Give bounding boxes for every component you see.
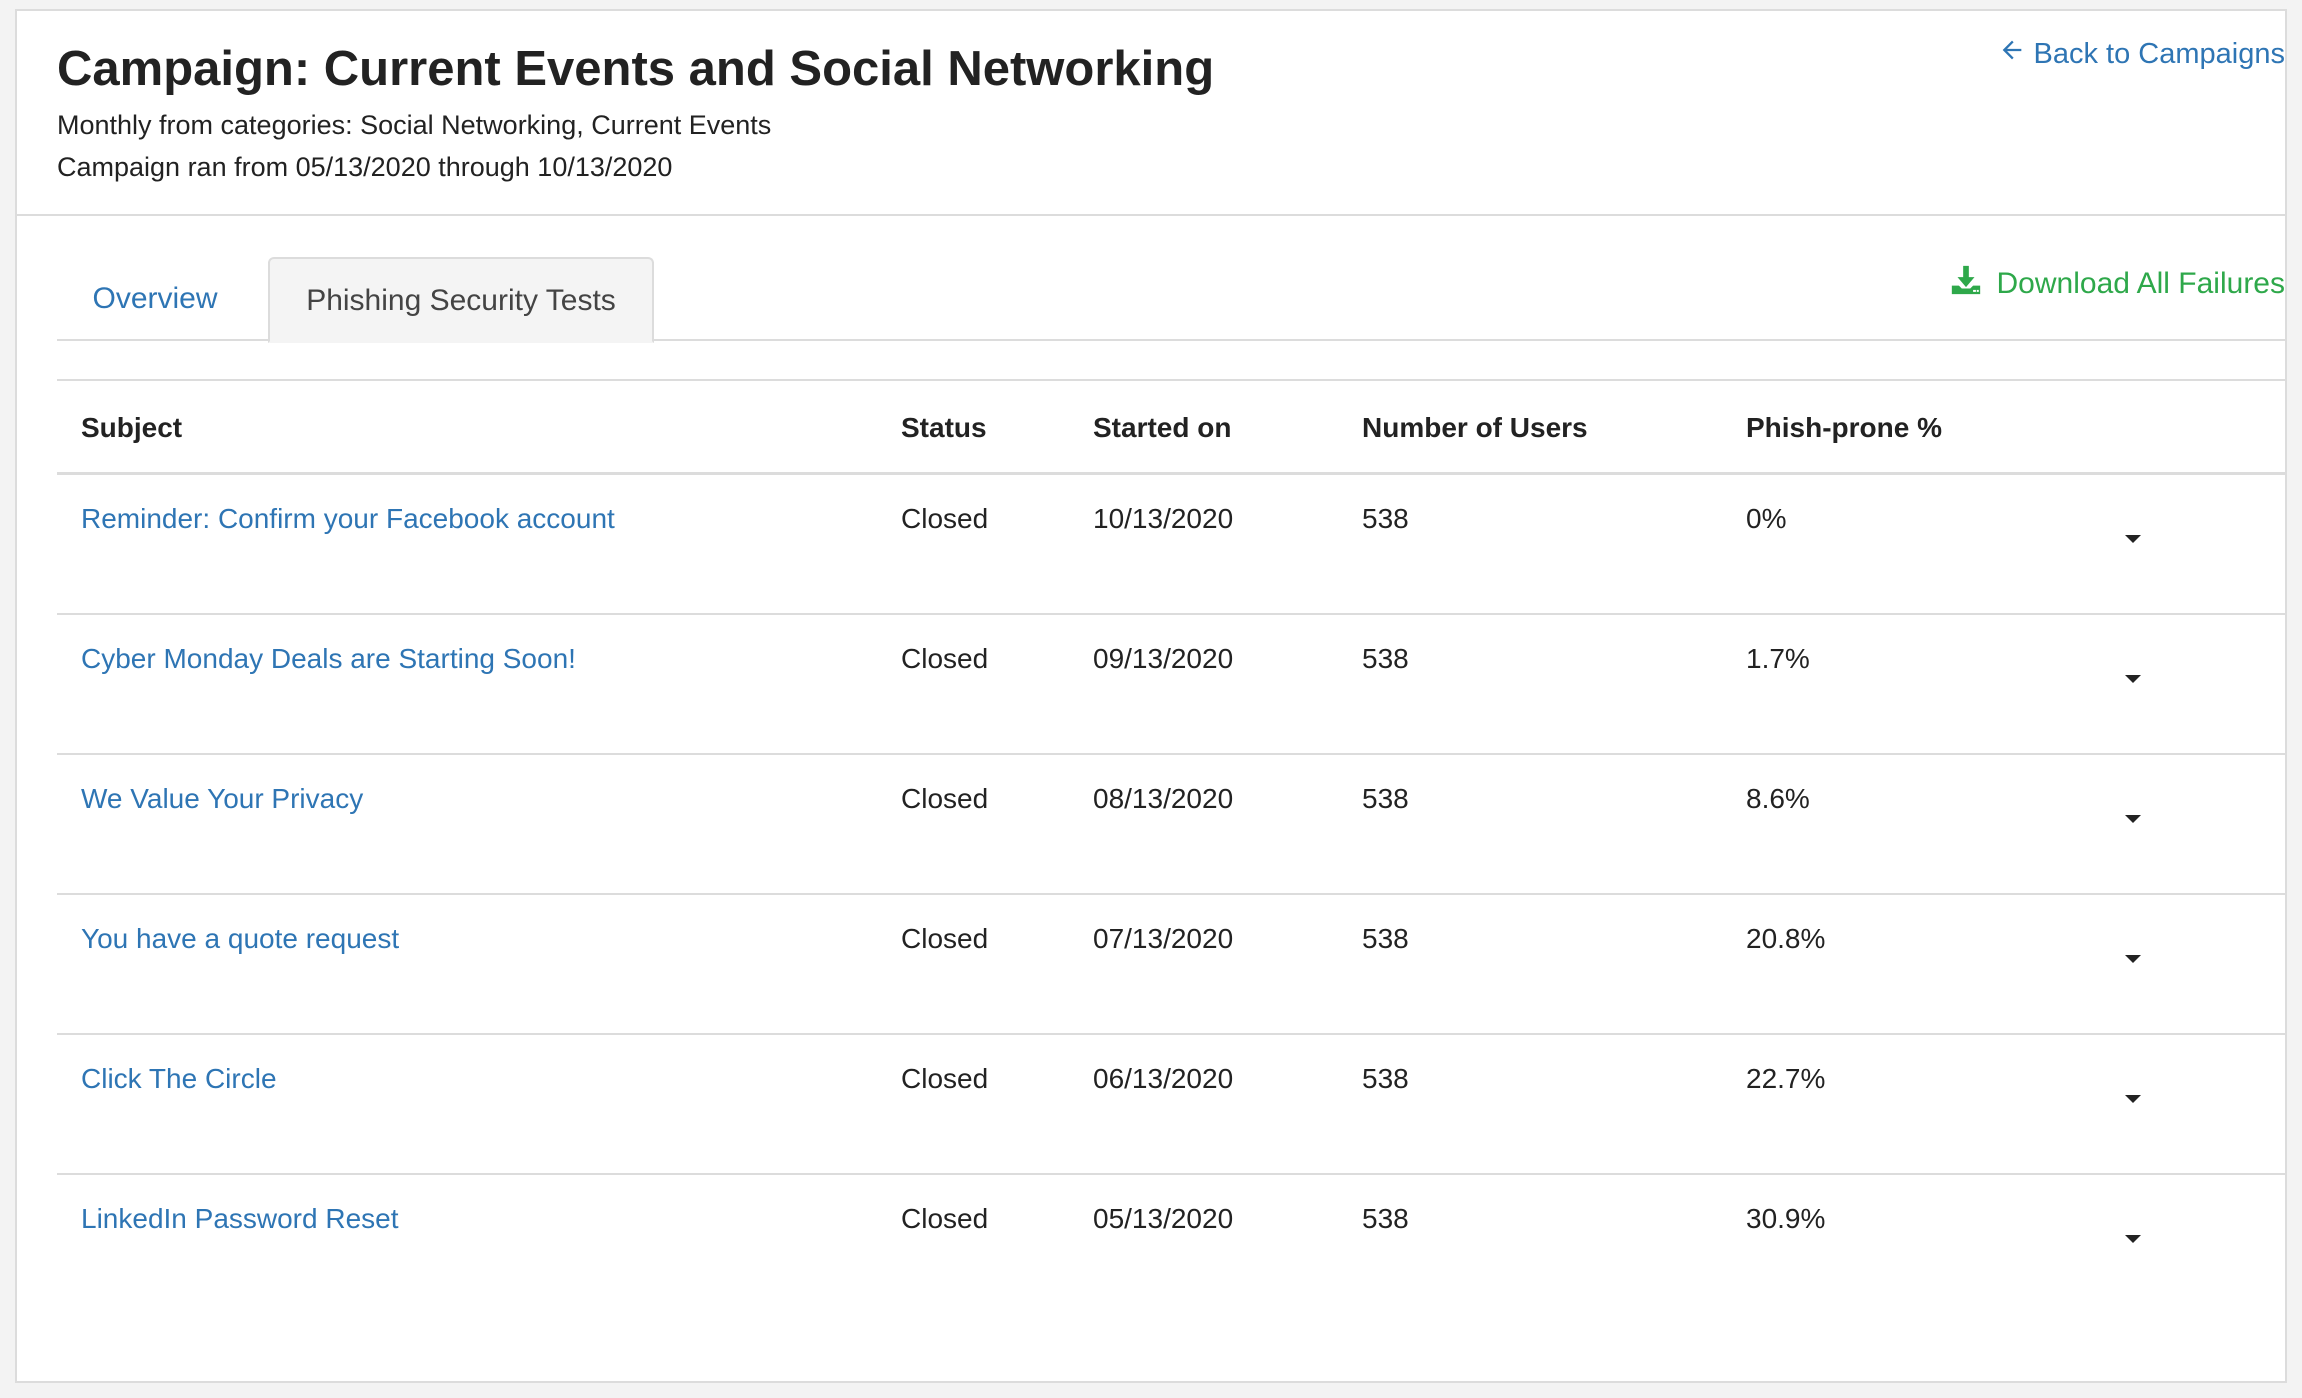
column-phish-prone[interactable]: Phish-prone % bbox=[1746, 412, 1943, 443]
test-started-on: 06/13/2020 bbox=[1093, 1063, 1234, 1094]
caret-down-icon[interactable] bbox=[2125, 675, 2141, 683]
test-phish-prone: 0% bbox=[1746, 503, 1787, 534]
test-status: Closed bbox=[901, 503, 989, 534]
test-started-on: 09/13/2020 bbox=[1093, 643, 1234, 674]
test-status: Closed bbox=[901, 923, 989, 954]
test-subject-link[interactable]: You have a quote request bbox=[81, 923, 400, 954]
table-row: LinkedIn Password Reset Closed 05/13/202… bbox=[57, 1175, 2285, 1315]
column-number-of-users[interactable]: Number of Users bbox=[1362, 412, 1588, 443]
page-title: Campaign: Current Events and Social Netw… bbox=[57, 42, 1215, 96]
download-icon bbox=[1949, 263, 1983, 305]
test-status: Closed bbox=[901, 1063, 989, 1094]
phishing-tests-table: Subject Status Started on Number of User… bbox=[57, 379, 2285, 1315]
test-started-on: 10/13/2020 bbox=[1093, 503, 1234, 534]
test-phish-prone: 30.9% bbox=[1746, 1203, 1826, 1234]
download-all-failures-button[interactable]: Download All Failures bbox=[1949, 263, 2285, 305]
table-row: We Value Your Privacy Closed 08/13/2020 … bbox=[57, 755, 2285, 895]
back-to-campaigns-link[interactable]: Back to Campaigns bbox=[1985, 36, 2285, 72]
test-user-count: 538 bbox=[1362, 1063, 1409, 1094]
back-to-campaigns-label: Back to Campaigns bbox=[2033, 37, 2285, 70]
test-status: Closed bbox=[901, 643, 989, 674]
test-phish-prone: 1.7% bbox=[1746, 643, 1810, 674]
test-user-count: 538 bbox=[1362, 1203, 1409, 1234]
test-subject-link[interactable]: Cyber Monday Deals are Starting Soon! bbox=[81, 643, 576, 674]
caret-down-icon[interactable] bbox=[2125, 955, 2141, 963]
test-subject-link[interactable]: Click The Circle bbox=[81, 1063, 277, 1094]
test-subject-link[interactable]: Reminder: Confirm your Facebook account bbox=[81, 503, 615, 534]
campaign-panel: Campaign: Current Events and Social Netw… bbox=[15, 9, 2287, 1383]
campaign-date-range: Campaign ran from 05/13/2020 through 10/… bbox=[57, 152, 673, 182]
test-status: Closed bbox=[901, 1203, 989, 1234]
table-row: Click The Circle Closed 06/13/2020 538 2… bbox=[57, 1035, 2285, 1175]
tab-overview[interactable]: Overview bbox=[92, 282, 218, 315]
test-phish-prone: 8.6% bbox=[1746, 783, 1810, 814]
arrow-left-icon bbox=[1998, 36, 2026, 72]
download-all-failures-label: Download All Failures bbox=[1996, 267, 2285, 300]
test-user-count: 538 bbox=[1362, 923, 1409, 954]
table-row: Cyber Monday Deals are Starting Soon! Cl… bbox=[57, 615, 2285, 755]
test-user-count: 538 bbox=[1362, 783, 1409, 814]
test-started-on: 05/13/2020 bbox=[1093, 1203, 1234, 1234]
tab-phishing-security-tests[interactable]: Phishing Security Tests bbox=[268, 257, 654, 343]
caret-down-icon[interactable] bbox=[2125, 1095, 2141, 1103]
table-row: You have a quote request Closed 07/13/20… bbox=[57, 895, 2285, 1035]
test-started-on: 07/13/2020 bbox=[1093, 923, 1234, 954]
test-status: Closed bbox=[901, 783, 989, 814]
tab-bar: Overview Phishing Security Tests bbox=[57, 257, 2285, 343]
table-header: Subject Status Started on Number of User… bbox=[57, 381, 2285, 475]
test-phish-prone: 22.7% bbox=[1746, 1063, 1826, 1094]
test-started-on: 08/13/2020 bbox=[1093, 783, 1234, 814]
campaign-categories: Monthly from categories: Social Networki… bbox=[57, 110, 772, 140]
test-subject-link[interactable]: LinkedIn Password Reset bbox=[81, 1203, 399, 1234]
caret-down-icon[interactable] bbox=[2125, 815, 2141, 823]
column-status[interactable]: Status bbox=[901, 412, 987, 443]
test-user-count: 538 bbox=[1362, 643, 1409, 674]
table-row: Reminder: Confirm your Facebook account … bbox=[57, 475, 2285, 615]
test-user-count: 538 bbox=[1362, 503, 1409, 534]
caret-down-icon[interactable] bbox=[2125, 535, 2141, 543]
column-started-on[interactable]: Started on bbox=[1093, 412, 1232, 443]
campaign-header: Campaign: Current Events and Social Netw… bbox=[17, 11, 2285, 216]
test-phish-prone: 20.8% bbox=[1746, 923, 1826, 954]
test-subject-link[interactable]: We Value Your Privacy bbox=[81, 783, 364, 814]
column-subject[interactable]: Subject bbox=[81, 412, 183, 443]
caret-down-icon[interactable] bbox=[2125, 1235, 2141, 1243]
